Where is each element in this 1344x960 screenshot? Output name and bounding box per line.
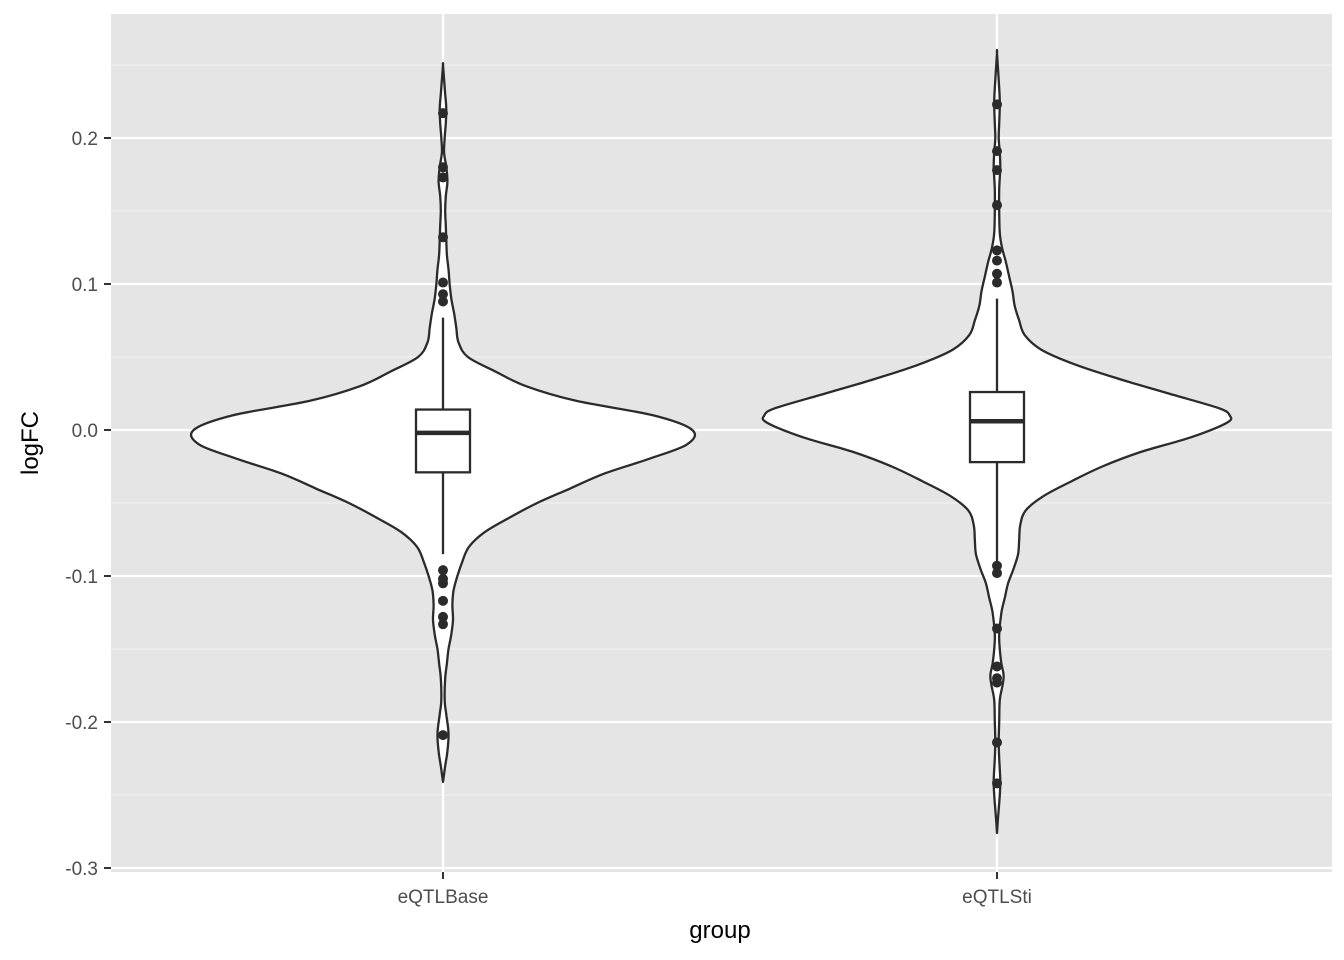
- outlier-point: [992, 200, 1002, 211]
- x-tick-label: eQTLBase: [398, 887, 489, 908]
- outlier-point: [992, 661, 1002, 672]
- box-iqr: [414, 408, 472, 474]
- outlier-point: [992, 737, 1002, 748]
- outlier-point: [992, 99, 1002, 110]
- box-iqr: [968, 390, 1026, 464]
- violin-group-eQTLSti: [761, 48, 1233, 835]
- outlier-point: [992, 245, 1002, 256]
- outlier-point: [992, 568, 1002, 579]
- outlier-point: [438, 232, 448, 243]
- outlier-point: [992, 146, 1002, 157]
- outlier-point: [992, 778, 1002, 789]
- outlier-point: [992, 560, 1002, 571]
- outlier-point: [438, 289, 448, 300]
- violin-group-eQTLBase: [189, 62, 697, 784]
- y-tick-label: -0.2: [65, 713, 98, 734]
- y-tick-label: -0.1: [65, 567, 98, 588]
- outlier-point: [992, 677, 1002, 688]
- outlier-point: [438, 172, 448, 183]
- outlier-point: [438, 595, 448, 606]
- outlier-point: [438, 162, 448, 173]
- x-tick-label: eQTLSti: [962, 887, 1032, 908]
- outlier-point: [992, 277, 1002, 288]
- outlier-point: [438, 730, 448, 741]
- y-axis-title: logFC: [17, 411, 44, 475]
- outlier-point: [992, 165, 1002, 176]
- y-tick-label: 0.0: [72, 421, 98, 442]
- outlier-point: [438, 619, 448, 630]
- y-tick-label: 0.1: [72, 275, 98, 296]
- axis-layer: -0.3 -0.2 -0.1 0.0 0.1 0.2 eQTLBase eQTLSti: [65, 129, 1032, 908]
- outlier-point: [992, 623, 1002, 634]
- outlier-point: [438, 565, 448, 576]
- x-axis-title: group: [689, 917, 750, 944]
- outlier-point: [438, 578, 448, 589]
- outlier-point: [438, 108, 448, 119]
- outlier-point: [438, 611, 448, 622]
- outlier-point: [438, 296, 448, 307]
- outlier-point: [992, 255, 1002, 266]
- violin-layer: [189, 48, 1233, 835]
- outlier-point: [992, 268, 1002, 279]
- outlier-point: [438, 277, 448, 288]
- y-tick-label: 0.2: [72, 129, 98, 150]
- y-tick-label: -0.3: [65, 859, 98, 880]
